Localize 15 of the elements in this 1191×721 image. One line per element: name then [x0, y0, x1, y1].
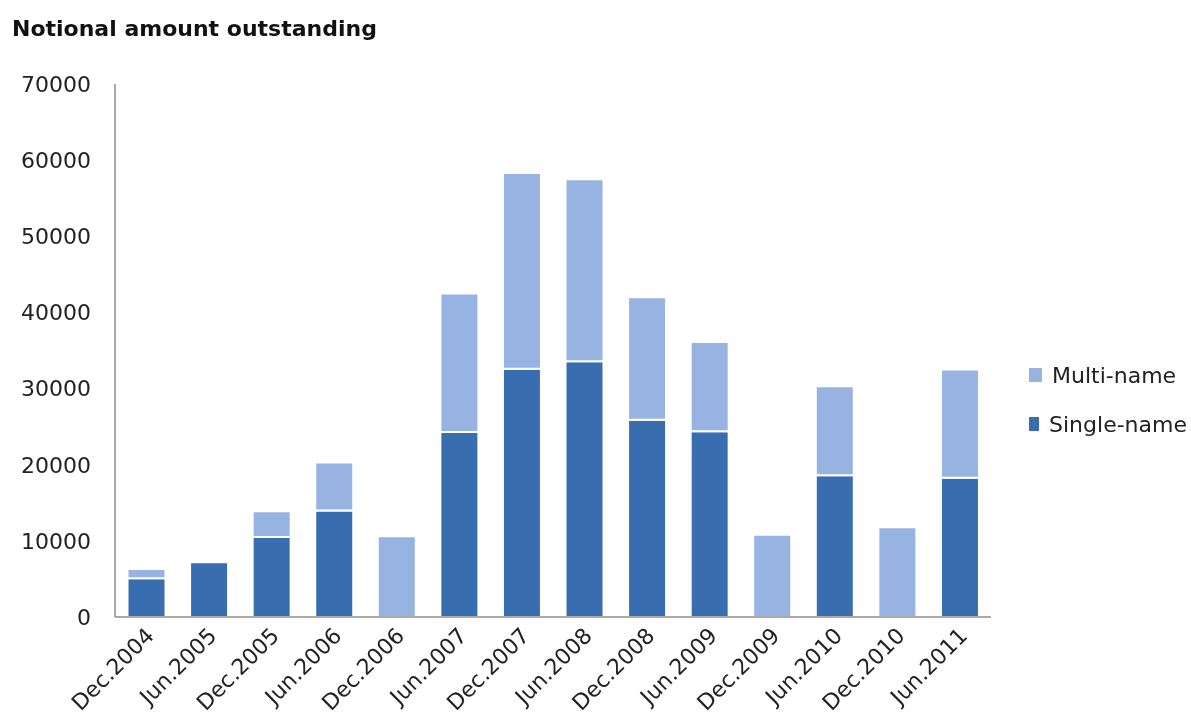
chart-title: Notional amount outstanding	[12, 16, 377, 41]
bar	[189, 561, 230, 617]
bar	[376, 535, 417, 617]
y-tick-label: 20000	[21, 452, 91, 478]
legend-label: Multi-name	[1052, 362, 1177, 388]
y-tick-label: 0	[77, 604, 91, 630]
y-tick-label: 50000	[21, 224, 91, 250]
bar	[877, 526, 918, 617]
y-tick-label: 30000	[21, 376, 91, 402]
bar	[752, 533, 793, 617]
y-tick-label: 70000	[21, 71, 91, 97]
y-tick-label: 40000	[21, 300, 91, 326]
y-tick-label: 60000	[21, 147, 91, 173]
y-tick-label: 10000	[21, 528, 91, 554]
legend-label: Single-name	[1049, 411, 1187, 437]
